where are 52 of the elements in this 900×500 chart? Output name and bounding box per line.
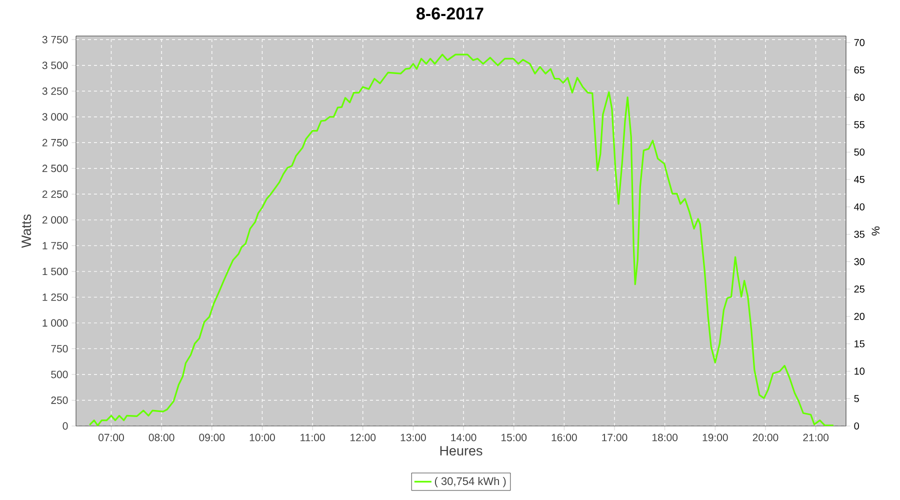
y-tick-label: 2 500 [42,164,68,172]
y-tick-label: 750 [51,345,68,352]
x-tick-label: 21:00 [803,434,829,442]
x-axis-title: Heures [440,446,482,456]
y-tick-label: 3 250 [42,87,68,95]
x-tick-label: 10:00 [250,434,275,442]
y-tick-label: 1 250 [42,293,68,301]
y-tick-label: 2 750 [42,138,68,146]
x-tick-label: 13:00 [400,434,426,442]
y2-tick-label: 55 [854,121,865,128]
y2-tick-label: 0 [854,422,859,430]
y2-tick-label: 40 [854,203,865,210]
y-tick-label: 1 500 [42,268,68,276]
x-tick-label: 19:00 [702,434,728,442]
y2-tick-label: 45 [854,176,865,183]
y2-tick-label: 50 [854,148,865,156]
legend-label: ( 30,754 kWh ) [434,476,506,488]
y-axis-title: Watts [22,214,32,248]
y-tick-label: 3 750 [42,36,68,44]
x-tick-label: 17:00 [602,434,628,442]
y-tick-label: 3 000 [42,113,68,121]
y2-tick-label: 35 [854,230,865,238]
x-tick-label: 12:00 [350,434,376,442]
line-series [88,54,834,426]
y-tick-label: 0 [62,422,68,430]
x-tick-label: 16:00 [552,434,577,442]
y-tick-label: 1 000 [42,319,68,327]
x-tick-label: 08:00 [148,434,174,442]
y-tick-label: 500 [51,370,68,378]
x-tick-label: 18:00 [652,434,678,442]
y2-axis-title: % [872,226,880,236]
y-tick-label: 1 750 [42,242,68,250]
x-tick-label: 07:00 [98,434,124,442]
y2-tick-label: 70 [854,39,865,46]
y-tick-label: 2 000 [42,216,68,224]
x-tick-label: 11:00 [300,434,325,442]
y2-tick-label: 25 [854,286,865,293]
y2-tick-label: 65 [854,66,865,74]
x-tick-label: 14:00 [451,434,476,442]
y2-tick-label: 15 [854,340,865,348]
y2-tick-label: 30 [854,258,865,266]
y2-tick-label: 5 [854,395,859,402]
y2-tick-label: 60 [854,94,865,101]
y2-tick-label: 20 [854,312,865,320]
chart-title: 8-6-2017 [416,8,484,20]
x-tick-label: 20:00 [752,434,778,442]
y-tick-label: 250 [51,396,68,404]
x-tick-label: 09:00 [199,434,225,442]
y2-tick-label: 10 [854,368,865,375]
y-tick-label: 3 500 [42,62,68,70]
x-tick-label: 15:00 [502,434,527,442]
y-tick-label: 2 250 [42,190,68,198]
